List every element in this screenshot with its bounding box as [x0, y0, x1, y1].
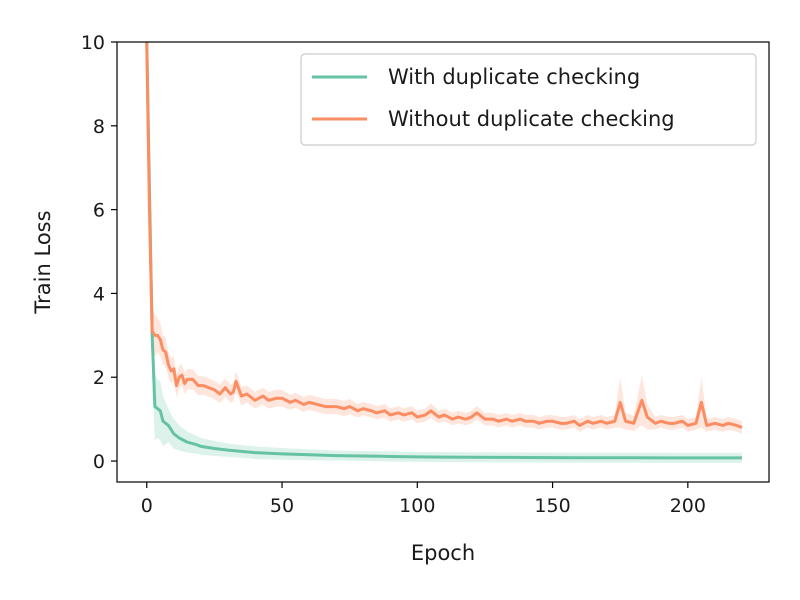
plot-frame [116, 41, 770, 483]
x-tick-label: 150 [534, 495, 570, 517]
x-ticks: 0 50 100 150 200 [141, 482, 706, 517]
y-tick-label: 2 [93, 367, 105, 389]
legend-box [300, 53, 757, 146]
x-tick-label: 50 [270, 495, 294, 517]
y-tick-label: 0 [93, 451, 105, 473]
bands-layer [146, 42, 742, 463]
x-tick-label: 200 [670, 495, 706, 517]
x-axis-label: Epoch [411, 541, 475, 565]
y-axis-label: Train Loss [31, 210, 55, 314]
legend-label-with-dup: With duplicate checking [388, 65, 640, 89]
y-tick-label: 4 [93, 283, 105, 305]
series-line-0 [145, 41, 742, 460]
series-band-1 [146, 42, 742, 434]
legend: With duplicate checking Without duplicat… [300, 53, 757, 146]
legend-label-without-dup: Without duplicate checking [388, 107, 675, 131]
y-tick-label: 10 [81, 32, 105, 54]
series-line-1 [145, 41, 743, 429]
y-ticks: 0 2 4 6 8 10 [81, 32, 117, 473]
y-tick-label: 6 [93, 200, 105, 222]
x-tick-label: 0 [141, 495, 153, 517]
lines-layer [145, 41, 743, 460]
x-tick-label: 100 [399, 495, 435, 517]
y-tick-label: 8 [93, 116, 105, 138]
